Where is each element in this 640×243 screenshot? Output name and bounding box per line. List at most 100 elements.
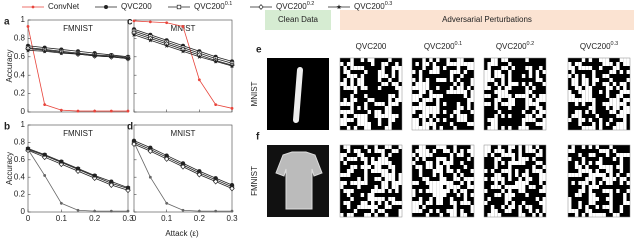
- noise-pixel: [626, 70, 630, 74]
- noise-pixel: [490, 169, 495, 173]
- noise-pixel: [388, 205, 392, 209]
- noise-pixel: [612, 110, 617, 114]
- noise-pixel: [542, 118, 546, 122]
- noise-pixel: [446, 149, 450, 153]
- noise-pixel: [497, 70, 502, 74]
- noise-pixel: [518, 185, 522, 189]
- noise-pixel: [619, 90, 624, 94]
- noise-pixel: [539, 201, 543, 205]
- noise-pixel: [609, 205, 613, 209]
- noise-pixel: [525, 145, 529, 149]
- noise-pixel: [619, 70, 624, 74]
- series-line: [133, 142, 232, 212]
- noise-pixel: [609, 110, 613, 114]
- noise-pixel: [484, 94, 488, 98]
- noise-pixel: [398, 66, 402, 70]
- noise-pixel: [381, 157, 385, 161]
- noise-pixel: [418, 94, 423, 98]
- noise-pixel: [418, 201, 423, 205]
- noise-pixel: [525, 66, 529, 70]
- noise-pixel: [346, 189, 351, 193]
- noise-pixel: [377, 189, 382, 193]
- noise-pixel: [384, 173, 389, 177]
- noise-pixel: [616, 62, 620, 66]
- noise-pixel: [460, 201, 464, 205]
- noise-pixel: [626, 78, 630, 82]
- noise-pixel: [398, 201, 402, 205]
- noise-pixel: [340, 102, 344, 106]
- noise-pixel: [340, 110, 344, 114]
- noise-pixel: [467, 201, 471, 205]
- noise-pixel: [568, 149, 572, 153]
- noise-pixel: [521, 126, 526, 130]
- noise-pixel: [605, 102, 610, 106]
- noise-pixel: [574, 102, 579, 106]
- noise-pixel: [599, 66, 603, 70]
- noise-pixel: [449, 161, 454, 165]
- noise-pixel: [588, 209, 593, 213]
- noise-pixel: [525, 102, 529, 106]
- noise-pixel: [535, 114, 540, 118]
- noise-pixel: [350, 66, 354, 70]
- noise-pixel: [571, 181, 575, 185]
- noise-pixel: [364, 205, 368, 209]
- noise-pixel: [494, 82, 498, 86]
- noise-pixel: [364, 122, 368, 126]
- noise-pixel: [599, 213, 603, 217]
- noise-pixel: [487, 70, 491, 74]
- noise-pixel: [422, 145, 426, 149]
- noise-pixel: [581, 161, 586, 165]
- noise-pixel: [384, 181, 389, 185]
- noise-pixel: [446, 62, 450, 66]
- noise-pixel: [436, 118, 440, 122]
- data-point: [25, 47, 31, 53]
- noise-pixel: [395, 102, 399, 106]
- noise-pixel: [542, 70, 546, 74]
- noise-pixel: [388, 145, 392, 149]
- noise-pixel: [508, 165, 512, 169]
- noise-pixel: [412, 161, 416, 165]
- noise-pixel: [346, 118, 351, 122]
- noise-pixel: [436, 189, 440, 193]
- noise-pixel: [360, 114, 365, 118]
- noise-pixel: [453, 149, 457, 153]
- noise-pixel: [508, 102, 512, 106]
- noise-pixel: [364, 165, 368, 169]
- noise-pixel: [612, 82, 617, 86]
- noise-pixel: [521, 94, 526, 98]
- noise-pixel: [391, 197, 396, 201]
- noise-pixel: [602, 173, 606, 177]
- noise-pixel: [422, 98, 426, 102]
- noise-pixel: [415, 98, 419, 102]
- noise-pixel: [384, 110, 389, 114]
- noise-pixel: [467, 157, 471, 161]
- legend-label-base: QVC200: [354, 2, 385, 11]
- noise-pixel: [443, 118, 447, 122]
- noise-pixel: [439, 126, 443, 130]
- column-label-base: QVC200: [580, 42, 611, 51]
- noise-pixel: [521, 161, 526, 165]
- noise-pixel: [599, 173, 603, 177]
- noise-pixel: [418, 114, 423, 118]
- noise-pixel: [626, 181, 630, 185]
- noise-pixel: [532, 157, 536, 161]
- data-point: [109, 109, 113, 113]
- noise-pixel: [449, 213, 454, 217]
- noise-pixel: [605, 197, 610, 201]
- noise-pixel: [381, 153, 385, 157]
- noise-pixel: [571, 70, 575, 74]
- noise-pixel: [605, 169, 610, 173]
- noise-pixel: [609, 86, 613, 90]
- noise-pixel: [470, 149, 474, 153]
- noise-pixel: [605, 86, 610, 90]
- noise-pixel: [511, 98, 515, 102]
- noise-pixel: [626, 201, 630, 205]
- noise-pixel: [388, 173, 392, 177]
- noise-pixel: [371, 205, 375, 209]
- noise-pixel: [360, 181, 365, 185]
- noise-pixel: [418, 90, 423, 94]
- noise-pixel: [490, 185, 495, 189]
- noise-pixel: [398, 181, 402, 185]
- noise-pixel: [528, 209, 533, 213]
- noise-pixel: [415, 122, 419, 126]
